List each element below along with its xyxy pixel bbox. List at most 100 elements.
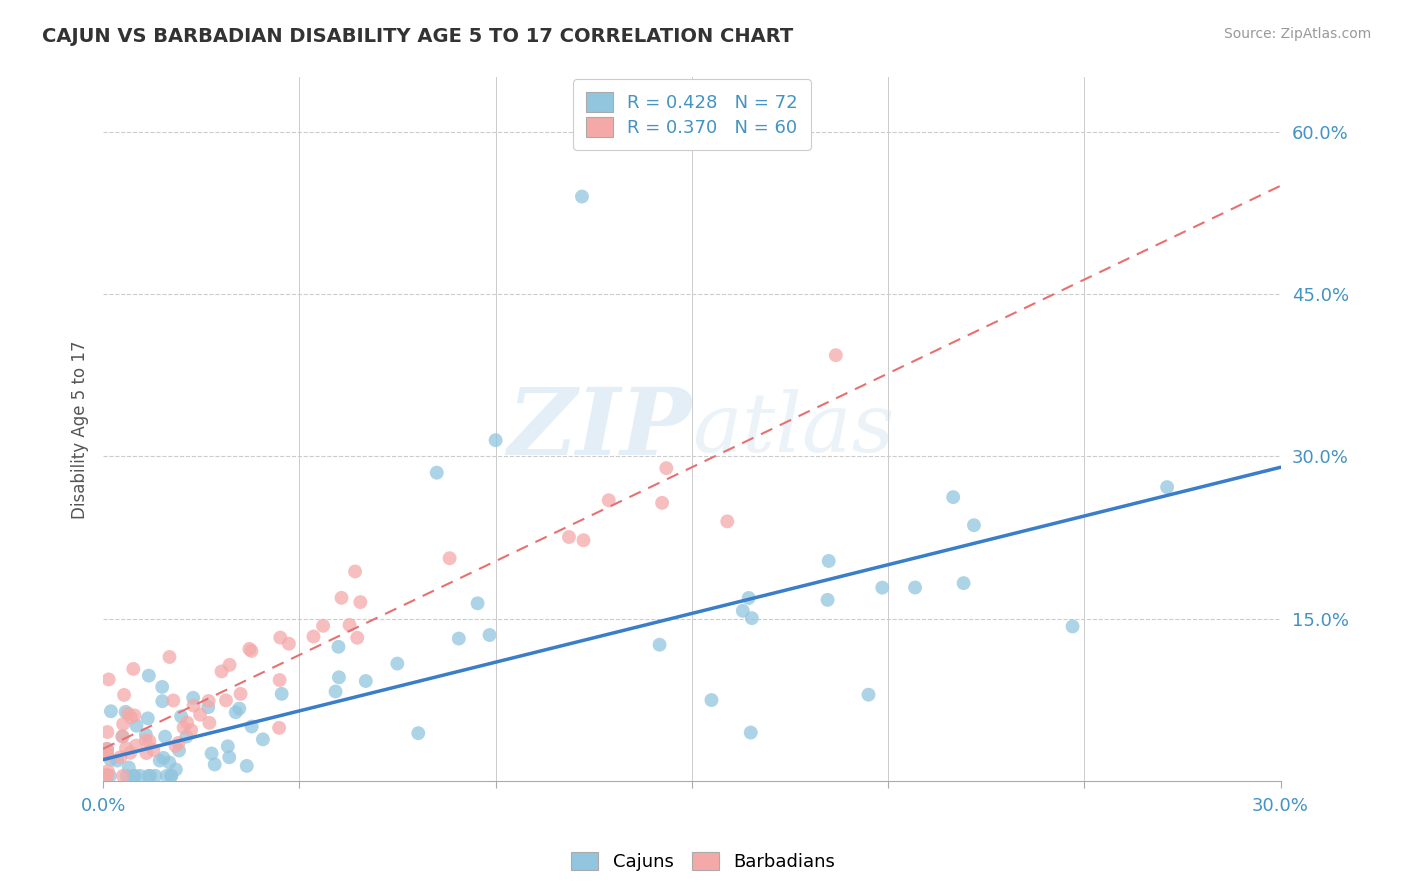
Point [115, 741, 138, 756]
Point [217, 739, 239, 754]
Point [167, 736, 190, 750]
Point [96, 769, 118, 783]
Point [97, 764, 120, 778]
Point [176, 730, 198, 744]
Point [110, 750, 132, 764]
Point [406, 726, 429, 740]
Y-axis label: Disability Age 5 to 17: Disability Age 5 to 17 [72, 340, 89, 518]
Point [240, 719, 263, 733]
Point [153, 730, 176, 744]
Point [198, 715, 221, 730]
Point [204, 757, 226, 772]
Point [96, 767, 118, 781]
Point [211, 665, 233, 679]
Text: atlas: atlas [692, 390, 894, 469]
Point [872, 581, 894, 595]
Point [183, 698, 205, 713]
Point [700, 693, 723, 707]
Point [655, 461, 678, 475]
Point [952, 576, 974, 591]
Legend: R = 0.428   N = 72, R = 0.370   N = 60: R = 0.428 N = 72, R = 0.370 N = 60 [574, 79, 811, 150]
Point [173, 721, 195, 735]
Point [152, 751, 174, 765]
Point [136, 711, 159, 725]
Point [302, 630, 325, 644]
Point [96, 741, 118, 756]
Point [269, 673, 291, 687]
Point [197, 700, 219, 714]
Point [165, 763, 187, 777]
Point [122, 769, 145, 783]
Point [651, 496, 673, 510]
Point [225, 706, 247, 720]
Point [142, 743, 165, 757]
Point [135, 746, 157, 760]
Point [112, 688, 135, 702]
Text: CAJUN VS BARBADIAN DISABILITY AGE 5 TO 17 CORRELATION CHART: CAJUN VS BARBADIAN DISABILITY AGE 5 TO 1… [42, 27, 793, 45]
Point [188, 707, 211, 722]
Point [354, 673, 377, 688]
Point [181, 690, 204, 705]
Point [111, 769, 134, 783]
Point [197, 694, 219, 708]
Point [963, 518, 986, 533]
Point [740, 725, 762, 739]
Point [426, 466, 449, 480]
Point [1062, 619, 1084, 633]
Point [325, 684, 347, 698]
Point [100, 704, 122, 718]
Point [238, 641, 260, 656]
Point [598, 493, 620, 508]
Point [160, 769, 183, 783]
Point [120, 746, 142, 760]
Point [138, 734, 160, 748]
Point [328, 640, 350, 654]
Point [96, 747, 118, 761]
Point [96, 725, 118, 739]
Point [741, 611, 763, 625]
Point [120, 710, 142, 724]
Point [330, 591, 353, 605]
Point [145, 769, 167, 783]
Point [96, 747, 118, 762]
Point [170, 709, 193, 723]
Point [447, 632, 470, 646]
Point [439, 551, 461, 566]
Point [111, 729, 134, 743]
Point [156, 769, 179, 783]
Point [97, 673, 120, 687]
Point [339, 618, 361, 632]
Point [129, 769, 152, 783]
Point [229, 687, 252, 701]
Point [125, 739, 148, 753]
Point [98, 769, 121, 783]
Point [201, 747, 224, 761]
Point [105, 754, 128, 768]
Point [111, 730, 134, 744]
Point [218, 657, 240, 672]
Point [817, 554, 839, 568]
Point [571, 189, 593, 203]
Point [160, 769, 183, 783]
Point [270, 687, 292, 701]
Point [716, 514, 738, 528]
Point [124, 769, 146, 783]
Point [176, 715, 198, 730]
Point [122, 662, 145, 676]
Point [135, 733, 157, 747]
Point [138, 769, 160, 783]
Point [159, 650, 181, 665]
Point [558, 530, 581, 544]
Legend: Cajuns, Barbadians: Cajuns, Barbadians [564, 845, 842, 879]
Point [125, 719, 148, 733]
Point [344, 565, 367, 579]
Point [150, 680, 173, 694]
Point [252, 732, 274, 747]
Point [349, 595, 371, 609]
Point [478, 628, 501, 642]
Point [1156, 480, 1178, 494]
Point [118, 760, 141, 774]
Point [904, 581, 927, 595]
Point [117, 706, 139, 721]
Point [269, 631, 291, 645]
